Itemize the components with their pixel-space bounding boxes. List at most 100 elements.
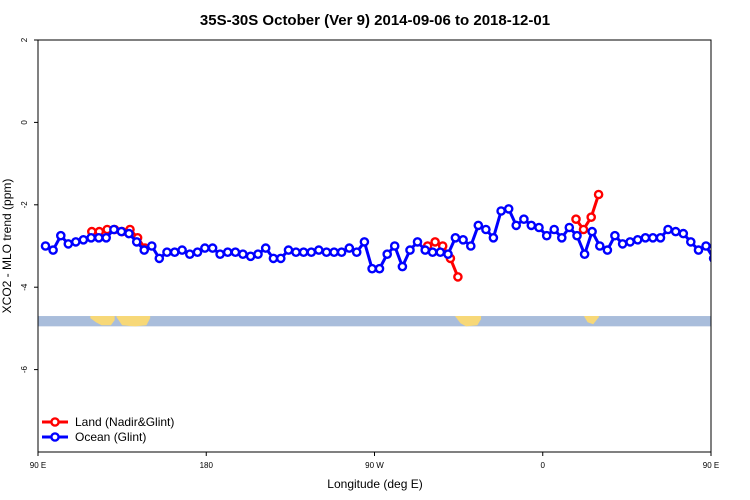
- series-1-point-42: [359, 237, 370, 247]
- series-1-point-72: [587, 226, 597, 237]
- series-1-point-17: [169, 247, 180, 257]
- series-1-point-2: [56, 230, 66, 241]
- y-axis: 2 0 -2 -4 -6: [20, 37, 38, 373]
- series-1-point-19: [184, 249, 195, 259]
- legend-marker-1: [50, 432, 60, 442]
- series-1-point-79: [640, 232, 651, 243]
- series-1-point-35: [306, 247, 317, 257]
- series-1-point-56: [465, 241, 476, 251]
- series-1-point-29: [260, 243, 271, 253]
- series-1-point-87: [701, 241, 711, 251]
- series-1-point-69: [564, 222, 575, 233]
- series-1-point-76: [617, 239, 628, 249]
- series-1-point-3: [63, 239, 74, 249]
- x-tick-label-4: 90 E: [703, 461, 719, 470]
- series-1-point-91: [733, 247, 740, 254]
- series-1-point-53: [443, 249, 453, 259]
- series-1-point-43: [367, 263, 377, 274]
- series-1-point-1: [48, 245, 58, 255]
- series-1-point-49: [412, 237, 423, 247]
- x-tick-label-2: 90 W: [365, 461, 384, 470]
- series-1-point-8: [101, 232, 111, 243]
- y-tick-label-2: -2: [20, 201, 29, 209]
- series-1-point-75: [610, 230, 620, 241]
- series-1-point-33: [291, 247, 301, 257]
- series-1-point-32: [283, 245, 294, 255]
- series-1-point-39: [336, 247, 347, 257]
- series-1-point-47: [397, 261, 408, 272]
- map-strip: [38, 316, 711, 327]
- legend-label-0: Land (Nadir&Glint): [75, 415, 174, 429]
- series-1-point-31: [275, 253, 286, 264]
- series-1-point-10: [116, 226, 127, 237]
- series-1-point-50: [420, 245, 431, 255]
- series-1-point-9: [109, 224, 119, 235]
- series-1-point-30: [268, 253, 279, 264]
- series-1-point-86: [693, 245, 704, 255]
- series-1-point-40: [344, 243, 355, 253]
- series-1-point-44: [374, 263, 385, 274]
- series-1-point-78: [632, 234, 643, 245]
- y-tick-label-4: -6: [20, 365, 29, 373]
- series-1-point-60: [496, 206, 506, 216]
- series-1-point-59: [488, 232, 499, 243]
- y-tick-label-1: 0: [20, 120, 29, 125]
- series-1-point-27: [245, 251, 256, 262]
- series-1-point-70: [572, 230, 582, 241]
- series-1-point-38: [329, 247, 339, 257]
- series-1-point-52: [435, 247, 446, 257]
- series-1-point-26: [238, 249, 248, 259]
- series-1-point-13: [139, 245, 149, 255]
- map-land-1: [116, 316, 151, 327]
- series-1-point-68: [557, 232, 567, 243]
- series-0-point-14: [578, 224, 589, 235]
- x-axis-label: Longitude (deg E): [327, 477, 422, 491]
- series-1-point-20: [192, 247, 203, 257]
- series-1-point-82: [663, 224, 673, 235]
- series-1-point-54: [450, 232, 461, 243]
- y-axis-label: XCO2 - MLO trend (ppm): [0, 179, 14, 314]
- series-1-point-63: [519, 214, 529, 224]
- series-1-point-66: [541, 230, 552, 241]
- chart-title: 35S-30S October (Ver 9) 2014-09-06 to 20…: [200, 12, 550, 29]
- series-1-point-84: [678, 228, 689, 239]
- series-1-point-73: [595, 241, 605, 251]
- legend-marker-0: [50, 417, 60, 427]
- legend: Land (Nadir&Glint)Ocean (Glint): [42, 415, 174, 444]
- series-1-point-36: [313, 245, 324, 255]
- series-1-point-83: [670, 226, 681, 237]
- series-1-point-57: [473, 220, 484, 231]
- series-1-point-34: [298, 247, 309, 257]
- series-0-point-15: [586, 212, 597, 222]
- series-1-point-6: [86, 232, 96, 243]
- map-ocean: [38, 316, 711, 327]
- series-1-point-85: [686, 237, 696, 247]
- legend-label-1: Ocean (Glint): [75, 430, 146, 444]
- series-1-point-80: [648, 232, 658, 243]
- series-0-point-9: [430, 237, 440, 247]
- y-tick-label-3: -4: [20, 283, 29, 291]
- series-1-point-62: [511, 220, 522, 231]
- series-1-point-55: [458, 234, 468, 245]
- series-1-point-48: [405, 245, 415, 255]
- map-land-2: [454, 316, 482, 327]
- series-1-point-67: [549, 224, 560, 235]
- series-1-point-28: [253, 249, 263, 259]
- y-tick-label-0: 2: [20, 37, 29, 42]
- series-1-point-21: [200, 243, 210, 253]
- series-1-point-89: [718, 249, 725, 256]
- series-1-point-24: [222, 247, 233, 257]
- series-1-point-74: [602, 245, 613, 255]
- series-1-point-0: [40, 241, 51, 251]
- series-0-point-13: [571, 214, 581, 224]
- series-1-point-92: [741, 251, 748, 258]
- map-land-3: [583, 316, 599, 325]
- series-1-point-65: [534, 222, 544, 233]
- series-1-point-81: [655, 232, 666, 243]
- x-tick-label-1: 180: [200, 461, 214, 470]
- series-1-point-58: [481, 224, 491, 235]
- series-0-point-12: [453, 272, 463, 282]
- x-tick-label-3: 0: [541, 461, 546, 470]
- series-1-point-51: [427, 247, 438, 257]
- x-axis: 90 E 180 90 W 0 90 E: [30, 452, 719, 470]
